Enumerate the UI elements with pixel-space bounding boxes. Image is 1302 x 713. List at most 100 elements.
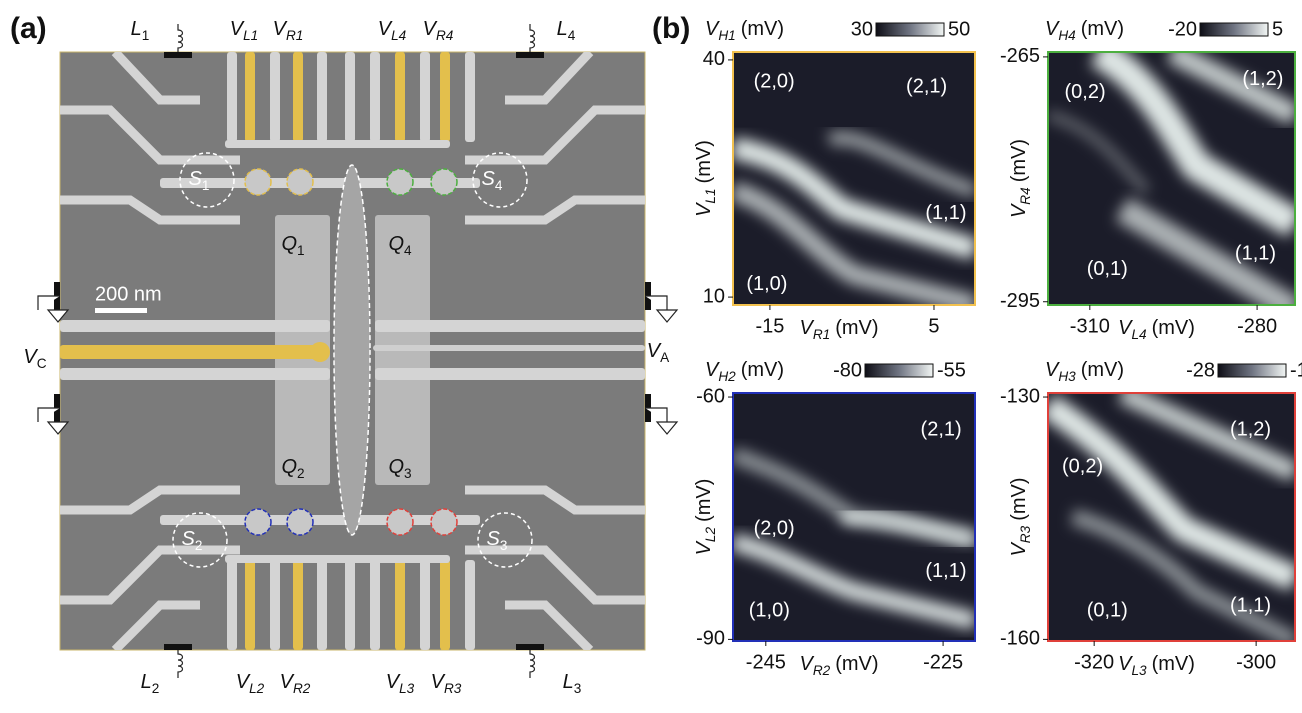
dot-label: Q1 <box>281 233 304 257</box>
heatmap <box>733 393 975 641</box>
charge-state: (1,1) <box>925 560 966 582</box>
colorbar <box>875 22 945 37</box>
label-sub: R4 <box>436 28 454 43</box>
inductor <box>177 24 184 52</box>
gate-tip <box>310 342 330 362</box>
charge-state: (0,1) <box>1087 600 1128 622</box>
heatmap-band <box>1166 52 1295 126</box>
colorbar-tick-label: -18 <box>1290 359 1302 381</box>
x-axis-label: VR1 (mV) <box>799 317 878 341</box>
gate <box>465 560 475 650</box>
label-main: V <box>1008 203 1030 218</box>
label-main: V <box>230 18 245 40</box>
charge-state: (0,2) <box>1064 81 1105 103</box>
heatmap-band <box>826 131 975 198</box>
label-sub: 4 <box>404 243 412 258</box>
label-main: Q <box>388 233 404 255</box>
label-sub: R1 <box>286 28 303 43</box>
label-main: V <box>799 317 814 339</box>
label-main: L <box>563 671 574 693</box>
label-main: L <box>557 18 568 40</box>
gate <box>440 52 450 142</box>
label-sub: 2 <box>195 538 203 553</box>
gate-label: VL1 <box>230 18 258 42</box>
label-main: L <box>131 18 142 40</box>
gate-label: VL3 <box>386 671 415 695</box>
gate-label: VR3 <box>431 671 462 695</box>
dot-outline <box>430 168 458 196</box>
gate <box>225 140 450 148</box>
gate-label: VL2 <box>236 671 265 695</box>
heatmap-band <box>1048 110 1151 195</box>
gate <box>395 560 405 650</box>
label-main: V <box>1045 18 1060 40</box>
x-tick-label: -310 <box>1070 315 1110 337</box>
gate <box>375 320 645 332</box>
gate <box>345 560 355 650</box>
gate <box>245 52 255 142</box>
gate <box>225 555 450 563</box>
label-sub: L3 <box>399 681 415 696</box>
gate-lead <box>60 545 240 605</box>
contact <box>164 644 192 650</box>
label-main: V <box>693 202 715 217</box>
colorbar <box>864 363 934 378</box>
label-main: V <box>423 18 438 40</box>
x-tick-label: -320 <box>1074 651 1114 673</box>
gate-yellow <box>60 345 325 359</box>
gate-lead <box>111 600 200 650</box>
gate <box>370 560 380 650</box>
gate <box>395 52 405 142</box>
gate <box>245 560 255 650</box>
gate-lead <box>505 600 594 650</box>
label-main: V <box>236 671 251 693</box>
label-sub: 3 <box>404 466 412 481</box>
y-tick-label: -130 <box>1000 385 1040 407</box>
label-unit: (mV) <box>835 653 878 675</box>
colorbar-tick-label: -28 <box>1186 359 1215 381</box>
inductor <box>529 650 536 678</box>
label-sub: L3 <box>1131 663 1147 678</box>
gate <box>227 560 237 650</box>
dot-outline <box>386 508 414 536</box>
gate <box>317 560 327 650</box>
charge-state: (1,1) <box>925 202 966 224</box>
gate-lead <box>60 105 240 165</box>
lead-label: L2 <box>141 671 160 695</box>
label-unit: (mV) <box>693 140 715 183</box>
charge-state: (1,1) <box>1235 243 1276 265</box>
gate <box>293 52 303 142</box>
ground-symbol <box>645 407 679 435</box>
label-main: S <box>482 168 496 190</box>
panel-label: (a) <box>10 12 47 45</box>
label-unit: (mV) <box>1008 477 1030 520</box>
plot-frame <box>1047 392 1296 642</box>
gate <box>375 368 645 380</box>
label-sub: R3 <box>1018 525 1033 543</box>
label-sub: C <box>37 356 47 371</box>
label-sub: R3 <box>444 681 462 696</box>
heatmap-band <box>1048 394 1295 591</box>
reservoir-outline <box>333 164 371 536</box>
sensor-label: S4 <box>482 168 503 192</box>
gate-lead <box>111 52 200 105</box>
label-sub: L4 <box>1131 327 1147 342</box>
inductor <box>177 650 184 678</box>
gate <box>293 560 303 650</box>
label-unit: (mV) <box>1152 317 1195 339</box>
x-axis-label: VL4 (mV) <box>1118 317 1195 341</box>
charge-state: (2,1) <box>906 76 947 98</box>
dot-label: Q2 <box>281 456 304 480</box>
heatmap-band <box>733 533 975 630</box>
label-main: V <box>1118 317 1133 339</box>
contact <box>516 644 544 650</box>
colorbar-tick-label: -80 <box>833 359 862 381</box>
label-main: Q <box>388 456 404 478</box>
label-main: V <box>799 653 814 675</box>
label-sub: L2 <box>249 681 265 696</box>
charge-state: (2,0) <box>754 518 795 540</box>
x-tick-label: -225 <box>923 651 963 673</box>
label-sub: R1 <box>813 327 830 342</box>
label-sub: L1 <box>243 28 258 43</box>
